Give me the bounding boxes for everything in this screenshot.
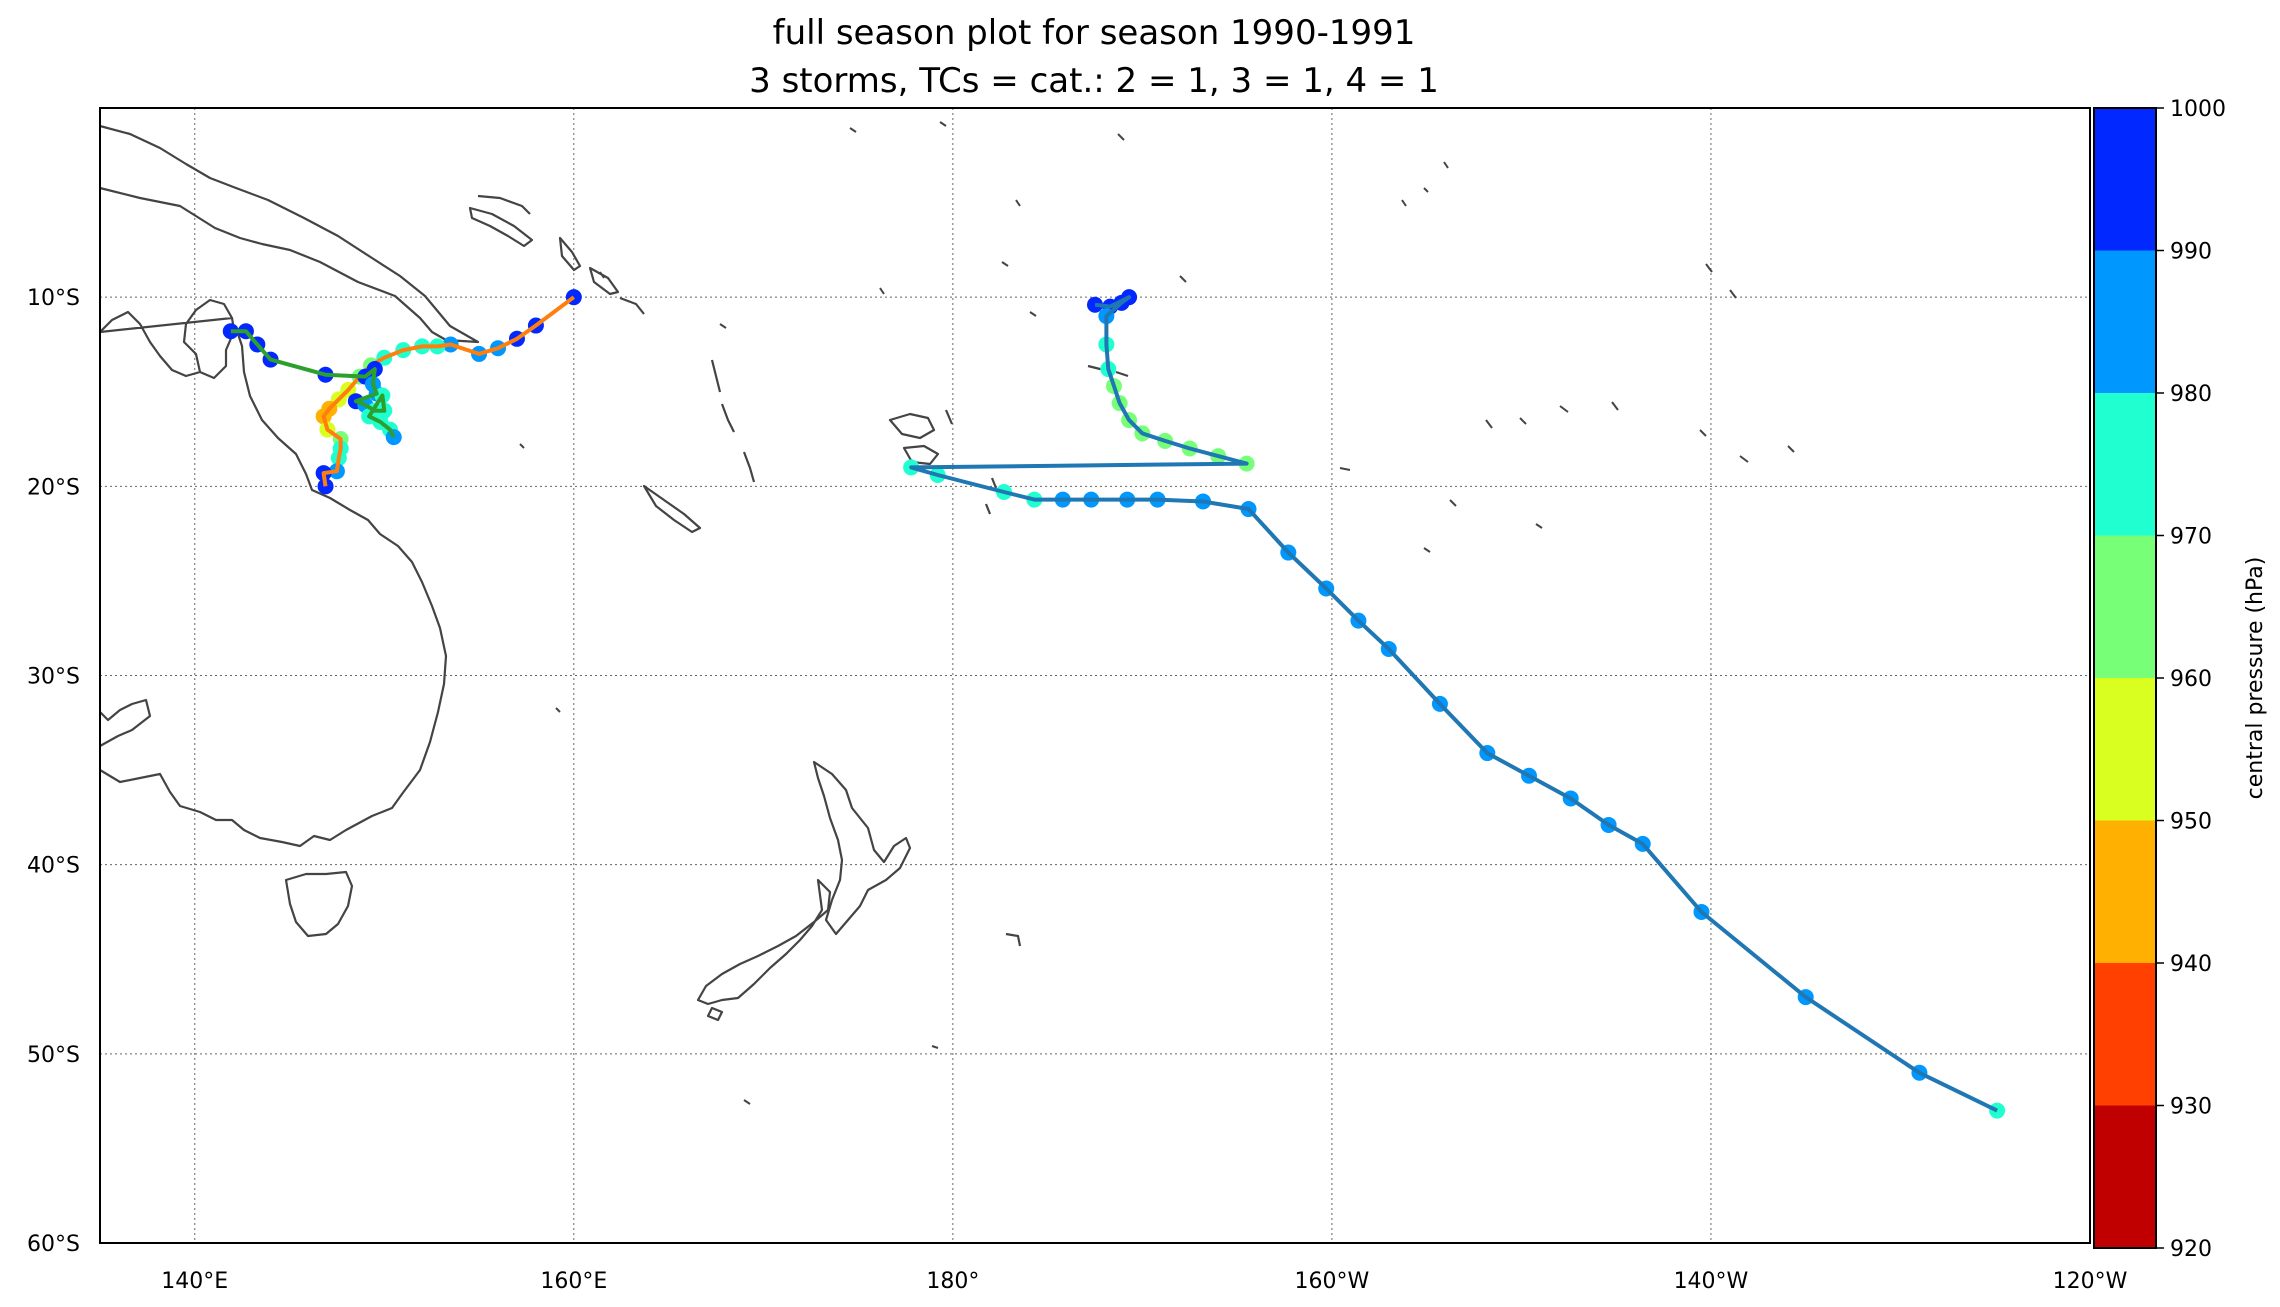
coastline-bougainville [558,236,582,272]
colorbar-tick-label: 980 [2170,382,2212,407]
colorbar-tick-label: 930 [2170,1095,2212,1120]
coastline-vanuatu-3 [742,451,756,483]
lat-tick-label: 10°S [27,286,80,311]
colorbar-tick-label: 940 [2170,952,2212,977]
colorbar: 920 930 940 950 960 970 980 990 1000 central pre… [2093,97,2268,1262]
colorbar-block [2094,678,2156,821]
coastline-vanuatu-1 [710,359,722,393]
track-line [230,329,396,439]
coastline-solomon-2 [619,296,645,315]
track-point [385,429,402,446]
lon-tick-label: 140°W [1674,1269,1749,1294]
colorbar-label: central pressure (hPa) [2243,557,2268,800]
track-point [317,478,334,495]
coastline-new-caledonia [642,484,702,534]
coastline-vanuatu-2 [720,403,735,433]
colorbar-ticks: 920 930 940 950 960 970 980 990 1000 [2156,97,2226,1262]
coastline-stewart-island [706,1006,724,1022]
coastline-small-islands [519,127,1187,1105]
lon-tick-label: 160°E [540,1269,607,1294]
coastline-tasmania [284,870,354,938]
lon-tick-label: 140°E [161,1269,228,1294]
coastline-fiji-3 [944,409,954,425]
coastline-new-britain [468,206,534,248]
lat-tick-label: 60°S [27,1232,80,1257]
colorbar-block [2094,250,2156,393]
axis-labels: 140°E 160°E 180° 160°W 140°W 120°W 10°S 20°S 30°… [27,286,2128,1294]
coastline-solomon-1 [588,266,620,296]
coastline-nz-north [812,760,912,936]
colorbar-block [2094,1105,2156,1248]
colorbar-block [2094,393,2156,536]
colorbar-tick-label: 920 [2170,1237,2212,1262]
lat-tick-label: 20°S [27,475,80,500]
colorbar-blocks [2094,108,2156,1248]
colorbar-block [2094,963,2156,1106]
lon-tick-label: 120°W [2053,1269,2128,1294]
coastline-new-guinea [99,124,480,344]
coastline-tonga [984,477,998,515]
track-point [222,323,239,340]
lon-tick-label: 160°W [1295,1269,1370,1294]
chart-title: full season plot for season 1990-1991 3 … [749,13,1439,101]
lon-tick-label: 180° [926,1269,979,1294]
colorbar-block [2094,535,2156,678]
colorbar-tick-label: 970 [2170,525,2212,550]
colorbar-tick-label: 950 [2170,810,2212,835]
storm-track-3 [222,323,402,446]
coastline-nz-south [696,878,832,1006]
map-border [99,107,2091,1244]
storm-track-1 [903,289,2006,1119]
coastline-new-ireland [477,194,531,215]
lat-tick-label: 40°S [27,854,80,879]
map-panel [98,107,2091,1244]
colorbar-block [2094,820,2156,963]
lat-tick-label: 30°S [27,665,80,690]
colorbar-tick-label: 960 [2170,667,2212,692]
track-line [909,295,1998,1113]
title-line-2: 3 storms, TCs = cat.: 2 = 1, 3 = 1, 4 = … [749,61,1439,101]
coastline-fiji-1 [888,412,936,440]
coastline-pacific-islands [879,121,1795,553]
colorbar-block [2094,108,2156,251]
lat-tick-label: 50°S [27,1043,80,1068]
coastline-chatham [1005,932,1022,947]
title-line-1: full season plot for season 1990-1991 [773,13,1416,53]
track-point [1989,1102,2006,1119]
storm-tracks [222,289,2006,1119]
colorbar-tick-label: 1000 [2170,97,2226,122]
coastlines [98,121,1795,1105]
colorbar-tick-label: 990 [2170,240,2212,265]
